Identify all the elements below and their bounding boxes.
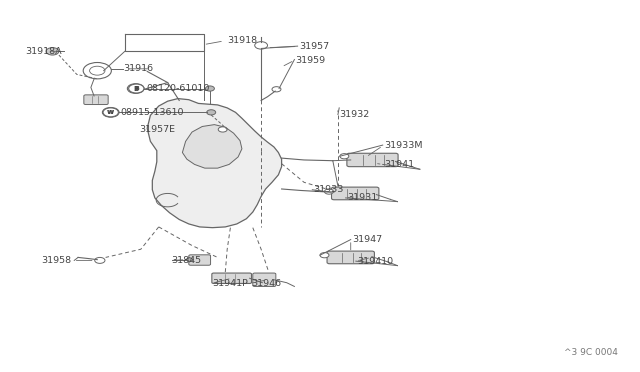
FancyBboxPatch shape — [332, 187, 379, 200]
Text: 31957: 31957 — [300, 42, 330, 51]
Circle shape — [103, 108, 118, 117]
Text: 31932: 31932 — [339, 110, 369, 119]
Text: 08120-61010: 08120-61010 — [146, 84, 209, 93]
Circle shape — [324, 189, 333, 194]
FancyBboxPatch shape — [189, 255, 211, 265]
Circle shape — [255, 42, 268, 49]
Circle shape — [207, 110, 216, 115]
Polygon shape — [147, 99, 282, 228]
Text: 31947: 31947 — [352, 235, 382, 244]
Circle shape — [218, 127, 227, 132]
Text: W: W — [108, 110, 114, 115]
Text: 31946: 31946 — [251, 279, 281, 288]
Text: 31933: 31933 — [314, 185, 344, 194]
Circle shape — [340, 154, 349, 159]
FancyBboxPatch shape — [253, 273, 276, 286]
Text: 31918A: 31918A — [26, 47, 62, 56]
Text: 319410: 319410 — [357, 257, 393, 266]
Text: 31933M: 31933M — [384, 141, 422, 150]
Text: 31941P: 31941P — [212, 279, 248, 288]
Text: B: B — [133, 86, 138, 92]
Text: 31931: 31931 — [347, 193, 377, 202]
FancyBboxPatch shape — [347, 153, 398, 167]
Text: 31845: 31845 — [172, 256, 202, 265]
Circle shape — [272, 87, 281, 92]
Text: 31959: 31959 — [296, 56, 326, 65]
FancyBboxPatch shape — [84, 95, 108, 105]
Circle shape — [205, 86, 214, 91]
Text: 31958: 31958 — [42, 256, 72, 265]
Circle shape — [129, 84, 144, 93]
Text: 31957E: 31957E — [140, 125, 175, 134]
FancyBboxPatch shape — [327, 251, 374, 264]
FancyBboxPatch shape — [212, 273, 252, 283]
Text: 31941: 31941 — [384, 160, 414, 169]
Text: 31916: 31916 — [124, 64, 154, 73]
Circle shape — [320, 253, 329, 258]
Circle shape — [127, 84, 144, 93]
Circle shape — [95, 257, 105, 263]
Text: ^3 9C 0004: ^3 9C 0004 — [564, 348, 618, 357]
Text: 08915-13610: 08915-13610 — [120, 108, 184, 117]
Text: 31918: 31918 — [227, 36, 257, 45]
Text: W: W — [108, 110, 114, 115]
Circle shape — [46, 48, 59, 55]
Circle shape — [102, 108, 119, 117]
Text: B: B — [134, 86, 139, 91]
Polygon shape — [182, 125, 242, 168]
